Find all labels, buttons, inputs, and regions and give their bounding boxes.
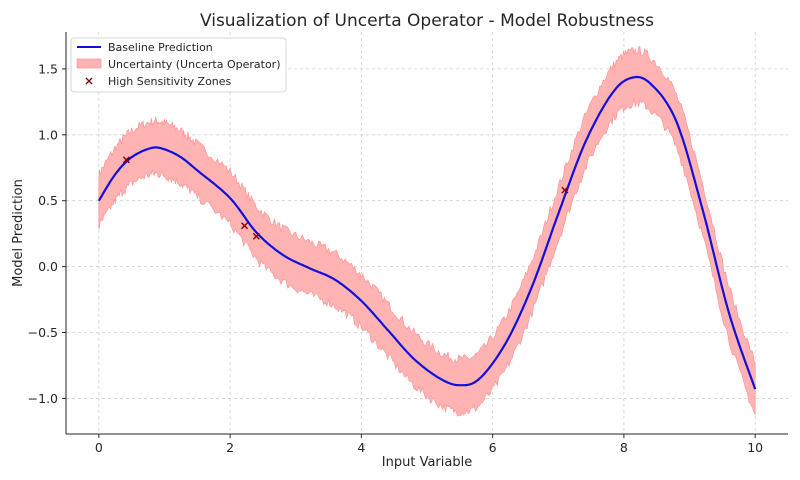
legend-box [70,37,287,93]
y-tick-label: 0.5 [38,193,58,208]
y-tick-label: −1.0 [28,391,58,406]
legend-marker-label: High Sensitivity Zones [108,75,232,88]
uncertainty-band-layer [98,46,756,417]
grid [66,32,788,434]
chart-title: Visualization of Uncerta Operator - Mode… [200,11,654,31]
legend-baseline-label: Baseline Prediction [108,41,213,54]
baseline-line-layer [97,75,757,390]
y-tick-label: −0.5 [28,325,58,340]
sensitivity-marker [561,186,569,194]
x-tick-label: 4 [357,440,365,455]
x-tick-label: 6 [489,440,497,455]
y-tick-label: 1.0 [38,127,58,142]
legend-marker-swatch [85,77,93,85]
x-axis-label: Input Variable [382,455,472,470]
y-tick-label: 1.5 [38,61,58,76]
baseline-prediction-line [97,75,757,390]
ticks: 0 2 4 6 8 10 −1.0 −0.5 0.0 0.5 1.0 1.5 [28,61,764,455]
axes [65,32,788,435]
x-tick-label: 2 [226,440,234,455]
legend-band-swatch [76,58,102,69]
sensitivity-marker [241,222,249,230]
legend-band-label: Uncertainty (Uncerta Operator) [108,58,281,71]
sensitivity-marker [252,232,260,240]
sensitivity-marker-layer [122,156,569,240]
y-axis-label: Model Prediction [11,179,26,287]
x-tick-label: 8 [620,440,628,455]
x-tick-label: 10 [747,440,763,455]
sensitivity-marker [122,156,130,164]
uncertainty-band [98,46,756,417]
y-tick-label: 0.0 [38,259,58,274]
x-tick-label: 0 [95,440,103,455]
legend: Baseline Prediction Uncertainty (Uncerta… [70,37,287,93]
